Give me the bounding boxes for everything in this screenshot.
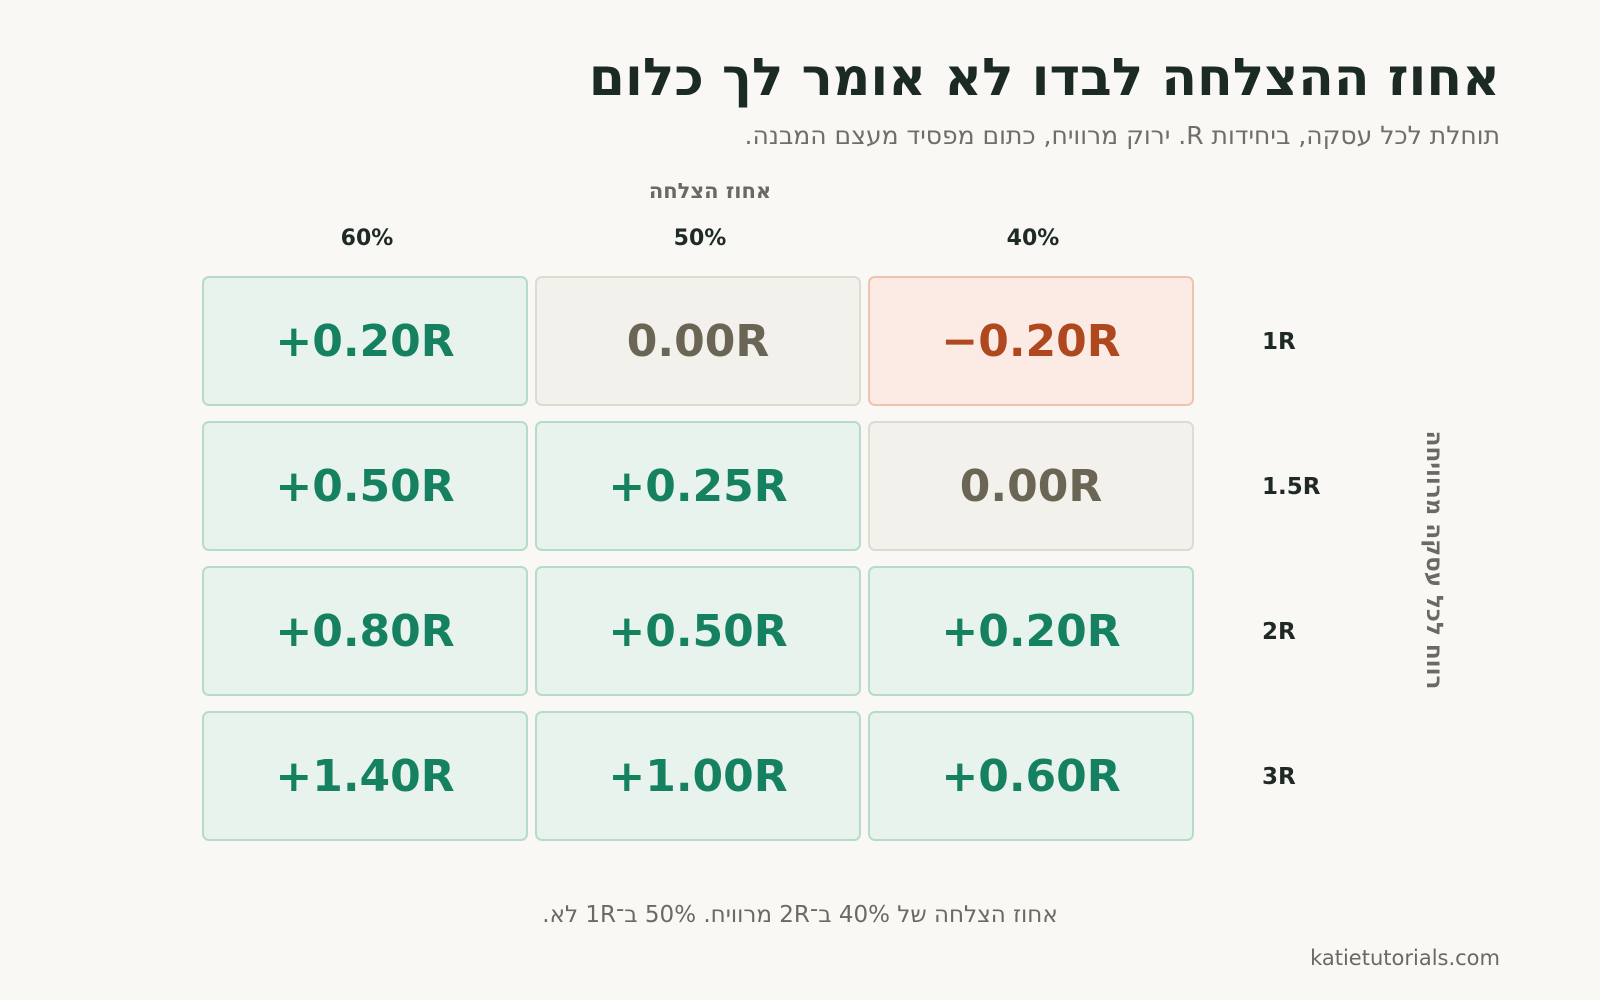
footnote: אחוז הצלחה של 40% ב־2R מרוויח. 50% ב־1R …: [542, 902, 1058, 928]
row-header-3r: 3R: [1262, 764, 1296, 790]
cell-3r-60: +1.40R: [202, 711, 528, 841]
cell-1-5r-50: +0.25R: [535, 421, 861, 551]
column-header-60: 60%: [340, 226, 394, 251]
row-header-1r: 1R: [1262, 329, 1296, 355]
page-title: אחוז ההצלחה לבדו לא אומר לך כלום: [588, 48, 1500, 108]
column-axis-title: אחוז הצלחה: [648, 179, 772, 203]
column-header-40: 40%: [1006, 226, 1060, 251]
cell-1r-50: 0.00R: [535, 276, 861, 406]
column-header-50: 50%: [673, 226, 727, 251]
row-header-1-5r: 1.5R: [1262, 474, 1321, 500]
cell-2r-50: +0.50R: [535, 566, 861, 696]
cell-2r-60: +0.80R: [202, 566, 528, 696]
cell-3r-40: +0.60R: [868, 711, 1194, 841]
cell-1-5r-40: 0.00R: [868, 421, 1194, 551]
source-credit: katietutorials.com: [1310, 946, 1500, 970]
row-header-2r: 2R: [1262, 619, 1296, 645]
cell-3r-50: +1.00R: [535, 711, 861, 841]
row-axis-title-text: רווח לכל עסקה מרוויחה: [1421, 430, 1447, 690]
cell-1r-40: −0.20R: [868, 276, 1194, 406]
cell-1r-60: +0.20R: [202, 276, 528, 406]
cell-2r-40: +0.20R: [868, 566, 1194, 696]
page-subtitle: תוחלת לכל עסקה, ביחידות R. ירוק מרוויח, …: [744, 121, 1500, 150]
cell-1-5r-60: +0.50R: [202, 421, 528, 551]
